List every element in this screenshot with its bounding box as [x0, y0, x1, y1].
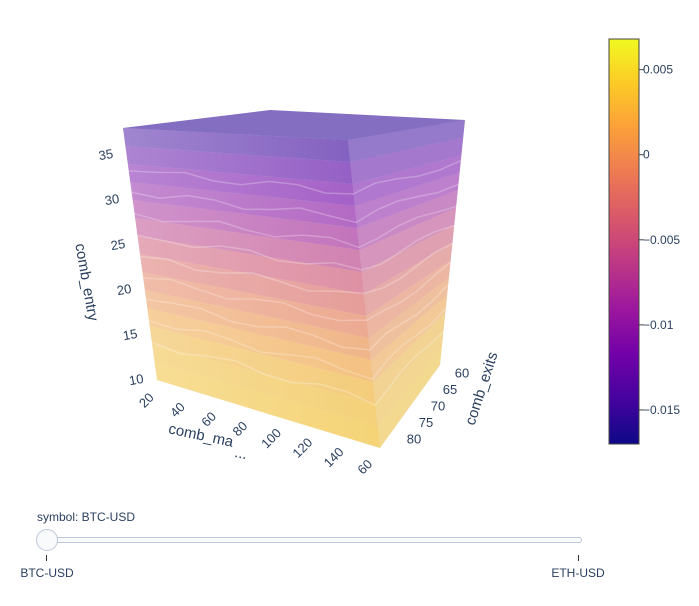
y-tick-label: 80 [407, 432, 421, 447]
x-tick-label: 140 [321, 444, 347, 470]
y-tick-label: 65 [443, 382, 457, 397]
plot-area[interactable]: 10 15 20 25 30 35 comb_entry 20 40 60 80 100 120 140 6… [0, 0, 699, 500]
x-tick-label: 60 [354, 456, 375, 477]
slider-step-label[interactable]: ETH-USD [551, 566, 605, 580]
volume-slab-side [352, 155, 462, 206]
z-tick-label: 35 [97, 146, 114, 163]
colorbar-gradient [608, 38, 640, 445]
z-axis-title: comb_entry [71, 242, 101, 323]
x-tick-label: 20 [136, 390, 157, 411]
volume-slab-side [350, 137, 464, 184]
volume-slab-side [370, 295, 448, 382]
colorbar-tick-label: 0.005 [643, 63, 673, 77]
volume-slab-side [366, 260, 451, 338]
colorbar: 0.005 0 −0.005 −0.01 −0.015 [608, 38, 680, 445]
y-tick-label: 70 [431, 399, 445, 414]
volume-slab-side [359, 207, 457, 272]
slider-step-tick [46, 555, 47, 561]
slider-handle[interactable] [36, 529, 58, 551]
symbol-slider[interactable]: symbol: BTC-USD BTC-USD ETH-USD [0, 500, 699, 600]
x-tick-label: 120 [289, 435, 315, 461]
slider-current-value: symbol: BTC-USD [37, 510, 136, 524]
volume-slab-side [364, 242, 453, 316]
colorbar-tick-label: −0.005 [643, 233, 680, 247]
z-tick-label: 10 [128, 371, 145, 388]
slider-step-tick [578, 555, 579, 561]
volume-top [123, 110, 465, 140]
colorbar-tick-label: 0 [643, 148, 650, 162]
x-tick-label: 40 [167, 399, 188, 420]
y-tick-label: 60 [455, 365, 469, 380]
colorbar-tick-label: −0.01 [643, 318, 674, 332]
colorbar-ticks: 0.005 0 −0.005 −0.01 −0.015 [639, 63, 680, 417]
slider-track[interactable] [44, 537, 582, 543]
x-tick-label: 100 [258, 425, 284, 451]
z-tick-label: 15 [122, 326, 139, 343]
x-axis-title-tail: ... [233, 444, 249, 463]
colorbar-tick-label: −0.015 [643, 403, 680, 417]
slider-step-label[interactable]: BTC-USD [20, 566, 74, 580]
volume-slab-side [377, 347, 442, 448]
volume-highlight [123, 128, 380, 448]
volume-slab-side [361, 225, 455, 294]
z-tick-label: 25 [110, 236, 127, 253]
volume-slab-side [373, 312, 446, 404]
volume-slab-side [354, 172, 460, 228]
volume-render [123, 110, 465, 448]
volume-slab-side [348, 120, 465, 162]
z-tick-label: 30 [104, 191, 121, 208]
volume-slab-side [368, 277, 449, 360]
z-tick-label: 20 [116, 281, 133, 298]
y-axis-title: comb_exits [462, 350, 502, 427]
y-tick-label: 75 [419, 415, 433, 430]
x-axis-title: comb_ma [167, 420, 236, 450]
volume-slab-side [357, 190, 458, 250]
volume-slab-side [375, 330, 444, 426]
